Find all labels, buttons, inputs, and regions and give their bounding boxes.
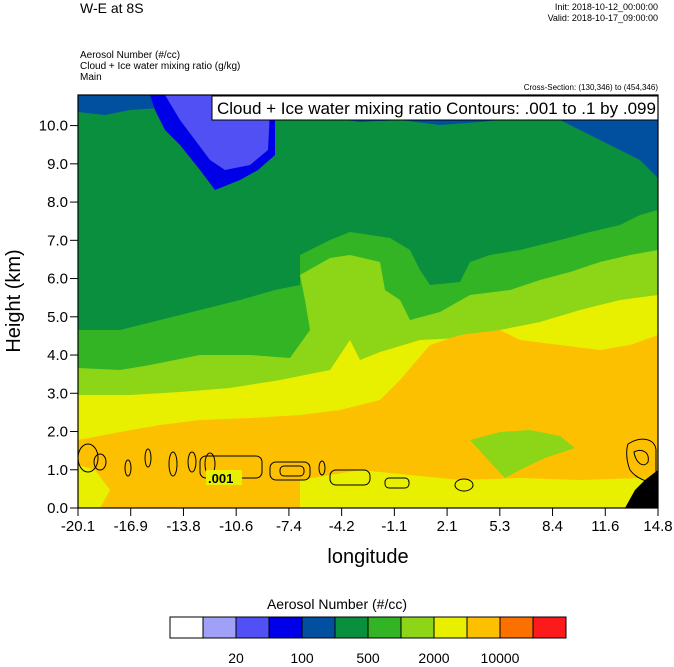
y-tick-label: 1.0 [47, 462, 68, 479]
x-tick-label: 8.4 [542, 518, 563, 535]
colorbar-swatch [202, 616, 237, 639]
colorbar-swatch [499, 616, 534, 639]
y-axis: 0.0 1.0 2.0 3.0 4.0 5.0 6.0 7.0 8.0 9.0 10.0 [39, 118, 78, 517]
x-tick-label: 2.1 [437, 518, 458, 535]
contour-label-bg [206, 470, 242, 485]
colorbar-label: 2000 [418, 650, 450, 666]
shaded-field [78, 95, 658, 508]
contour-info-box [211, 95, 658, 121]
colorbar-swatch [433, 616, 468, 639]
x-axis: -20.1 -16.9 -13.8 -10.6 -7.4 -4.2 -1.1 2.1 5.3 8.… [61, 508, 673, 535]
x-tick-label: 11.6 [591, 518, 619, 535]
colorbar-swatch [301, 616, 336, 639]
x-tick-label: -7.4 [276, 518, 302, 535]
y-tick-label: 6.0 [47, 271, 68, 288]
field-descriptions: Aerosol Number (#/cc) Cloud + Ice water … [80, 50, 240, 83]
colorbar-label: 10000 [480, 650, 520, 666]
colorbar-title: Aerosol Number (#/cc) [266, 596, 408, 612]
x-tick-label: -13.8 [166, 518, 200, 535]
y-tick-label: 7.0 [47, 232, 68, 249]
shade-yellow-bottom [300, 470, 658, 508]
shade-green-blob [470, 430, 575, 478]
y-tick-label: 5.0 [47, 309, 68, 326]
y-tick-label: 8.0 [47, 194, 68, 211]
y-tick-label: 2.0 [47, 424, 68, 441]
x-tick-label: -10.6 [219, 518, 253, 535]
init-time: Init: 2018-10-12_00:00:00 [554, 2, 658, 12]
cross-section-label: Cross-Section: (130,346) to (454,346) [523, 83, 658, 92]
colorbar-swatch [334, 616, 369, 639]
y-axis-title: Height (km) [3, 249, 25, 352]
colorbar-label: 500 [356, 650, 380, 666]
domain-label: Main [80, 72, 102, 83]
plot-border [77, 94, 659, 509]
colorbar-label: 100 [290, 650, 314, 666]
y-tick-label: 3.0 [47, 385, 68, 402]
x-tick-label: -1.1 [381, 518, 407, 535]
contour-info-text: Cloud + Ice water mixing ratio Contours:… [217, 99, 656, 118]
colorbar-swatch [169, 616, 204, 639]
y-tick-label: 10.0 [39, 118, 68, 135]
colorbar-swatch [466, 616, 501, 639]
colorbar-label: 20 [228, 650, 244, 666]
x-tick-label: 5.3 [489, 518, 510, 535]
colorbar [169, 616, 567, 639]
colorbar-swatch [235, 616, 270, 639]
terrain-mask [625, 470, 658, 508]
colorbar-swatch [268, 616, 303, 639]
colorbar-labels: 20 100 500 2000 10000 [0, 650, 674, 666]
shade-yellow-lowerleft [78, 465, 110, 508]
y-tick-label: 9.0 [47, 156, 68, 173]
contour-value-label: .001 [208, 471, 233, 486]
x-axis-title: longitude [327, 546, 408, 568]
colorbar-swatch [400, 616, 435, 639]
x-tick-label: -20.1 [61, 518, 95, 535]
y-tick-label: 4.0 [47, 347, 68, 364]
valid-time: Valid: 2018-10-17_09:00:00 [547, 13, 658, 23]
colorbar-swatch [367, 616, 402, 639]
init-valid-times: Init: 2018-10-12_00:00:00 Valid: 2018-10… [548, 2, 658, 24]
y-tick-label: 0.0 [47, 500, 68, 517]
x-tick-label: 14.8 [643, 518, 672, 535]
x-tick-label: -16.9 [114, 518, 148, 535]
aerosol-field-label: Aerosol Number (#/cc) [80, 50, 181, 61]
colorbar-swatch [532, 616, 567, 639]
x-tick-label: -4.2 [329, 518, 355, 535]
cloud-field-label: Cloud + Ice water mixing ratio (g/kg) [80, 61, 241, 72]
plot-title: W-E at 8S [80, 0, 144, 16]
